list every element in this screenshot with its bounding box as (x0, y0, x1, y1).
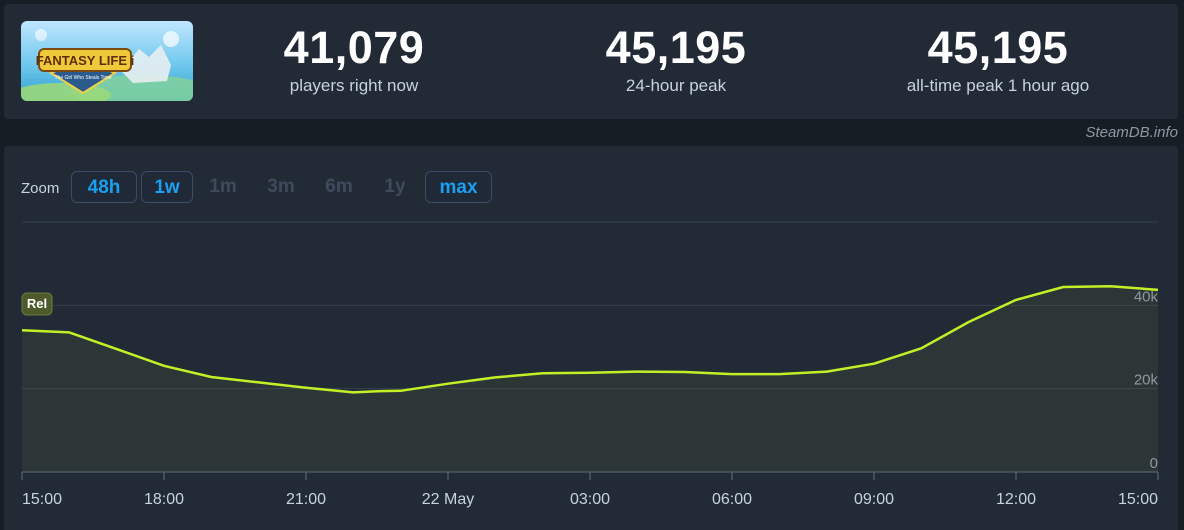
release-badge-label: Rel (27, 296, 47, 311)
y-tick-label: 20k (1134, 372, 1159, 389)
x-tick-label: 09:00 (854, 491, 894, 508)
current-players-label: players right now (289, 76, 419, 95)
game-logo-subtext: The Girl Who Steals Time (55, 75, 112, 81)
zoom-1w-button[interactable]: 1w (141, 171, 193, 203)
peak-24h-stat: 45,195 24-hour peak (526, 22, 826, 96)
player-count-line[interactable] (21, 284, 1159, 394)
x-axis: 15:00 18:00 21:00 22 May 03:00 06:00 09:00 12:0… (21, 472, 1159, 508)
zoom-3m-button[interactable]: 3m (267, 176, 295, 197)
y-tick-label: 40k (1134, 288, 1159, 305)
zoom-48h-button[interactable]: 48h (71, 171, 137, 203)
y-tick-label: 0 (1150, 455, 1158, 472)
x-tick-label: 15:00 (22, 491, 62, 508)
zoom-6m-button[interactable]: 6m (325, 176, 353, 197)
current-players-stat: 41,079 players right now (204, 22, 504, 96)
stats-panel: FANTASY LIFE i The Girl Who Steals Time … (4, 4, 1178, 119)
x-tick-label: 21:00 (286, 491, 326, 508)
all-time-peak-value: 45,195 (927, 22, 1069, 73)
all-time-peak-label: all-time peak 1 hour ago (906, 76, 1090, 95)
x-tick-label: 22 May (422, 491, 474, 508)
peak-24h-value: 45,195 (605, 22, 747, 73)
game-logo-text: FANTASY LIFE i (36, 53, 134, 68)
y-axis-ticks: 0 20k 40k (1134, 288, 1159, 472)
zoom-1m-button[interactable]: 1m (209, 176, 237, 197)
x-tick-label: 12:00 (996, 491, 1036, 508)
current-players-value: 41,079 (283, 22, 425, 73)
x-tick-label: 06:00 (712, 491, 752, 508)
game-banner-image[interactable]: FANTASY LIFE i The Girl Who Steals Time (21, 21, 193, 101)
steamdb-credit-link[interactable]: SteamDB.info (1085, 124, 1178, 141)
game-art-icon: FANTASY LIFE i The Girl Who Steals Time (21, 21, 193, 101)
player-count-area (22, 286, 1158, 472)
chart-panel: Zoom 48h 1w 1m 3m 6m 1y max (4, 146, 1178, 530)
zoom-max-button[interactable]: max (425, 171, 492, 203)
x-tick-label: 18:00 (144, 491, 184, 508)
x-tick-label: 03:00 (570, 491, 610, 508)
all-time-peak-stat: 45,195 all-time peak 1 hour ago (848, 22, 1148, 96)
release-badge[interactable]: Rel (21, 292, 53, 316)
zoom-label: Zoom (21, 180, 60, 197)
zoom-1y-button[interactable]: 1y (384, 176, 406, 197)
peak-24h-label: 24-hour peak (625, 76, 727, 95)
x-tick-label: 15:00 (1118, 491, 1158, 508)
